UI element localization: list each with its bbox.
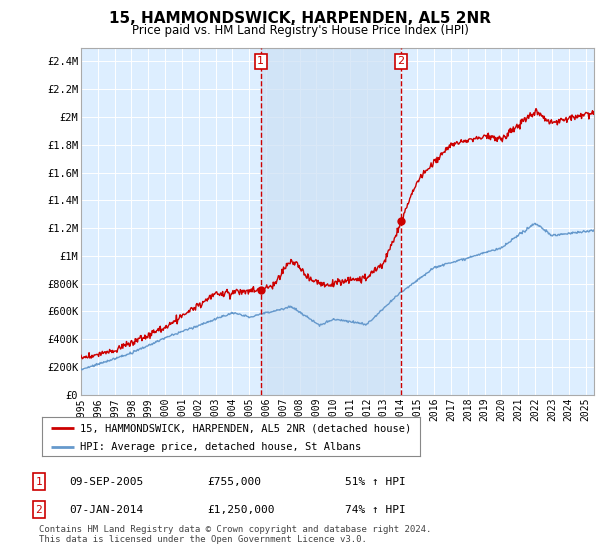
Text: 51% ↑ HPI: 51% ↑ HPI [345, 477, 406, 487]
Text: Contains HM Land Registry data © Crown copyright and database right 2024.
This d: Contains HM Land Registry data © Crown c… [39, 525, 431, 544]
Text: 2: 2 [35, 505, 43, 515]
Bar [261, 48, 401, 395]
Text: 74% ↑ HPI: 74% ↑ HPI [345, 505, 406, 515]
Text: 1: 1 [35, 477, 43, 487]
Text: 2: 2 [398, 57, 404, 66]
Text: 07-JAN-2014: 07-JAN-2014 [69, 505, 143, 515]
Text: Price paid vs. HM Land Registry's House Price Index (HPI): Price paid vs. HM Land Registry's House … [131, 24, 469, 36]
Text: 1: 1 [257, 57, 265, 66]
Text: 09-SEP-2005: 09-SEP-2005 [69, 477, 143, 487]
Text: HPI: Average price, detached house, St Albans: HPI: Average price, detached house, St A… [80, 442, 361, 451]
Text: £1,250,000: £1,250,000 [207, 505, 275, 515]
Text: 15, HAMMONDSWICK, HARPENDEN, AL5 2NR (detached house): 15, HAMMONDSWICK, HARPENDEN, AL5 2NR (de… [80, 423, 411, 433]
Text: £755,000: £755,000 [207, 477, 261, 487]
Text: 15, HAMMONDSWICK, HARPENDEN, AL5 2NR: 15, HAMMONDSWICK, HARPENDEN, AL5 2NR [109, 11, 491, 26]
